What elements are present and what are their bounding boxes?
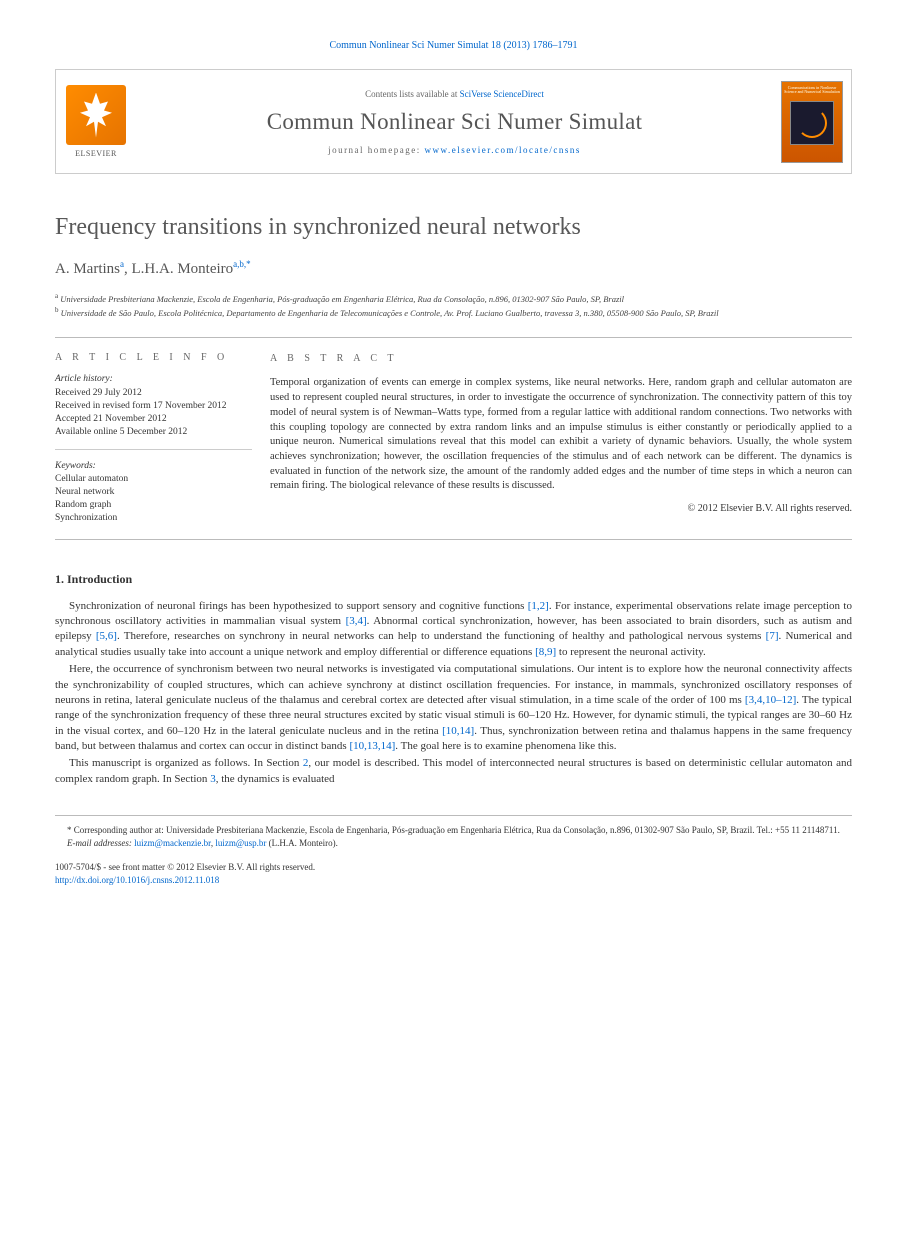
contents-prefix: Contents lists available at <box>365 89 459 99</box>
aff-sup-a: a <box>55 292 58 300</box>
article-title: Frequency transitions in synchronized ne… <box>55 214 852 241</box>
article-history-block: Article history: Received 29 July 2012 R… <box>55 373 252 449</box>
email-label: E-mail addresses: <box>67 838 134 848</box>
email-1-link[interactable]: luizm@mackenzie.br <box>134 838 211 848</box>
keyword: Synchronization <box>55 512 252 525</box>
email-author: (L.H.A. Monteiro). <box>266 838 338 848</box>
affiliation-b: b Universidade de São Paulo, Escola Poli… <box>55 306 852 320</box>
article-info-heading: A R T I C L E I N F O <box>55 352 252 363</box>
history-label: Article history: <box>55 373 252 386</box>
keyword: Neural network <box>55 486 252 499</box>
abstract-heading: A B S T R A C T <box>270 352 852 366</box>
footer: * Corresponding author at: Universidade … <box>55 815 852 886</box>
contents-list-line: Contents lists available at SciVerse Sci… <box>365 89 544 99</box>
homepage-line: journal homepage: www.elsevier.com/locat… <box>328 145 581 155</box>
elsevier-label: ELSEVIER <box>75 149 117 158</box>
info-abstract-row: A R T I C L E I N F O Article history: R… <box>55 337 852 539</box>
affiliation-a: a Universidade Presbiteriana Mackenzie, … <box>55 292 852 306</box>
elsevier-logo-icon <box>66 85 126 145</box>
intro-para-2: Here, the occurrence of synchronism betw… <box>55 662 852 754</box>
author-sep: , <box>124 261 132 277</box>
footer-bottom: 1007-5704/$ - see front matter © 2012 El… <box>55 861 852 886</box>
abstract-copyright: © 2012 Elsevier B.V. All rights reserved… <box>270 502 852 516</box>
keyword: Cellular automaton <box>55 473 252 486</box>
keyword: Random graph <box>55 499 252 512</box>
publisher-logo-box: ELSEVIER <box>56 70 136 173</box>
doi-link[interactable]: http://dx.doi.org/10.1016/j.cnsns.2012.1… <box>55 874 852 887</box>
author-2-sup: a,b,* <box>233 259 251 269</box>
sciencedirect-link[interactable]: SciVerse ScienceDirect <box>460 89 544 99</box>
abstract-text: Temporal organization of events can emer… <box>270 376 852 494</box>
cover-title: Communications in Nonlinear Science and … <box>784 86 840 96</box>
journal-cover-icon: Communications in Nonlinear Science and … <box>781 81 843 163</box>
corresponding-author: * Corresponding author at: Universidade … <box>55 824 852 837</box>
masthead-center: Contents lists available at SciVerse Sci… <box>136 70 773 173</box>
homepage-link[interactable]: www.elsevier.com/locate/cnsns <box>425 145 581 155</box>
section-1-heading: 1. Introduction <box>55 572 852 587</box>
aff-text-a: Universidade Presbiteriana Mackenzie, Es… <box>60 294 624 304</box>
intro-body: Synchronization of neuronal firings has … <box>55 599 852 788</box>
aff-text-b: Universidade de São Paulo, Escola Polité… <box>61 308 719 318</box>
abstract: A B S T R A C T Temporal organization of… <box>270 352 852 524</box>
masthead: ELSEVIER Contents lists available at Sci… <box>55 69 852 174</box>
journal-cover-box: Communications in Nonlinear Science and … <box>773 70 851 173</box>
email-2-link[interactable]: luizm@usp.br <box>215 838 266 848</box>
article-info: A R T I C L E I N F O Article history: R… <box>55 352 270 524</box>
history-line: Accepted 21 November 2012 <box>55 413 252 426</box>
aff-sup-b: b <box>55 306 59 314</box>
issn-line: 1007-5704/$ - see front matter © 2012 El… <box>55 861 852 874</box>
affiliations: a Universidade Presbiteriana Mackenzie, … <box>55 292 852 319</box>
authors-line: A. Martinsa, L.H.A. Monteiroa,b,* <box>55 259 852 278</box>
history-line: Received in revised form 17 November 201… <box>55 400 252 413</box>
header-citation: Commun Nonlinear Sci Numer Simulat 18 (2… <box>55 40 852 51</box>
email-line: E-mail addresses: luizm@mackenzie.br, lu… <box>55 837 852 850</box>
intro-para-3: This manuscript is organized as follows.… <box>55 756 852 787</box>
history-line: Received 29 July 2012 <box>55 387 252 400</box>
intro-para-1: Synchronization of neuronal firings has … <box>55 599 852 661</box>
journal-name: Commun Nonlinear Sci Numer Simulat <box>267 109 643 135</box>
homepage-prefix: journal homepage: <box>328 145 424 155</box>
cover-graphic-icon <box>790 101 834 145</box>
keywords-block: Keywords: Cellular automaton Neural netw… <box>55 460 252 525</box>
author-2: L.H.A. Monteiro <box>132 261 234 277</box>
history-line: Available online 5 December 2012 <box>55 426 252 439</box>
author-1: A. Martins <box>55 261 120 277</box>
keywords-label: Keywords: <box>55 460 252 473</box>
